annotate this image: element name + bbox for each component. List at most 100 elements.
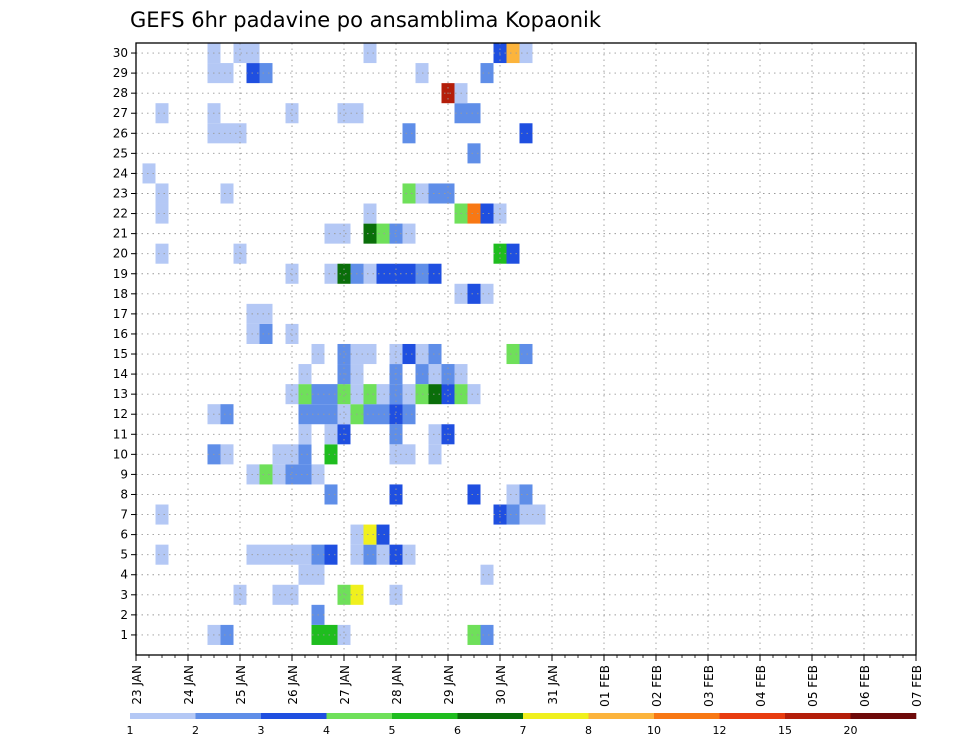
heatmap-cell (480, 203, 494, 224)
heatmap-cell (324, 444, 338, 465)
heatmap-cell (298, 444, 312, 465)
heatmap-cell (428, 444, 442, 465)
x-tick-label: 23 JAN (130, 665, 144, 705)
x-tick-label: 31 JAN (546, 665, 560, 705)
heatmap-cell (402, 183, 416, 204)
y-tick-label: 17 (113, 307, 128, 321)
heatmap-cell (363, 524, 377, 545)
y-tick-label: 11 (113, 427, 128, 441)
heatmap-cell (324, 484, 338, 505)
colorbar-segment (785, 713, 851, 719)
heatmap-cell (506, 343, 520, 365)
heatmap-cell (402, 223, 416, 244)
x-tick-label: 03 FEB (702, 665, 716, 707)
y-tick-label: 13 (113, 387, 128, 401)
heatmap-cell (155, 504, 169, 525)
heatmap-cell (298, 364, 312, 385)
heatmap-cell (428, 263, 442, 284)
heatmap-cell (337, 624, 351, 645)
heatmap-cell (298, 464, 312, 485)
heatmap-cell (519, 484, 533, 505)
colorbar-label: 8 (585, 724, 592, 737)
heatmap-cell (402, 544, 416, 565)
heatmap-cell (519, 123, 533, 144)
heatmap-cell (324, 424, 338, 445)
heatmap-cell (155, 544, 169, 565)
y-tick-label: 18 (113, 287, 128, 301)
x-tick-label: 05 FEB (806, 665, 820, 707)
y-axis: 1234567891011121314151617181920212223242… (113, 46, 136, 642)
heatmap-cell (363, 343, 377, 365)
heatmap-cell (285, 103, 299, 124)
heatmap-cell (324, 223, 338, 244)
heatmap-cell (298, 384, 312, 405)
heatmap-cell (285, 464, 299, 485)
heatmap-cell (220, 63, 234, 84)
x-tick-label: 26 JAN (286, 665, 300, 705)
heatmap-cell (298, 544, 312, 565)
heatmap-cell (259, 544, 273, 565)
heatmap-cell (285, 263, 299, 284)
heatmap-cell (519, 43, 533, 64)
heatmap-cell (428, 384, 442, 405)
x-tick-label: 04 FEB (754, 665, 768, 707)
colorbar-label: 2 (192, 724, 199, 737)
colorbar-segment (523, 713, 589, 719)
heatmap-cell (376, 544, 390, 565)
heatmap-cell (506, 504, 520, 525)
y-tick-label: 1 (120, 628, 128, 642)
colorbar-label: 4 (323, 724, 330, 737)
heatmap-cell (467, 624, 481, 645)
y-tick-label: 16 (113, 327, 128, 341)
heatmap-cell (376, 263, 390, 284)
y-tick-label: 10 (113, 447, 128, 461)
y-tick-label: 20 (113, 247, 128, 261)
heatmap-cell (428, 364, 442, 385)
x-tick-label: 29 JAN (442, 665, 456, 705)
heatmap-cell (519, 343, 533, 365)
heatmap-cell (337, 404, 351, 425)
y-tick-label: 6 (120, 528, 128, 542)
heatmap-cell (402, 444, 416, 465)
x-tick-label: 01 FEB (598, 665, 612, 707)
heatmap-cell (441, 183, 455, 204)
heatmap-cell (285, 444, 299, 465)
x-tick-label: 02 FEB (650, 665, 664, 707)
colorbar-label: 7 (520, 724, 527, 737)
x-tick-label: 28 JAN (390, 665, 404, 705)
heatmap-cell (233, 123, 247, 144)
heatmap-cell (376, 223, 390, 244)
y-tick-label: 22 (113, 207, 128, 221)
heatmap-cell (428, 424, 442, 445)
heatmap-cell (480, 564, 494, 585)
y-tick-label: 7 (120, 508, 128, 522)
heatmap-cell (467, 484, 481, 505)
colorbar-label: 1 (127, 724, 134, 737)
heatmap-cell (428, 183, 442, 204)
heatmap-cell (324, 624, 338, 645)
y-tick-label: 29 (113, 66, 128, 80)
heatmap-cell (376, 404, 390, 425)
heatmap-cell (233, 243, 247, 264)
heatmap-cell (220, 444, 234, 465)
colorbar-segment (326, 713, 393, 719)
heatmap-cell (233, 43, 247, 64)
colorbar: 1 2 3 4 5 6 7 8 10 12 15 20 (127, 713, 917, 737)
heatmap-cell (402, 263, 416, 284)
heatmap-cell (259, 464, 273, 485)
colorbar-segment (195, 713, 262, 719)
x-tick-label: 27 JAN (338, 665, 352, 705)
heatmap-cell (285, 323, 299, 344)
heatmap-cell (259, 63, 273, 84)
heatmap-cell (259, 323, 273, 344)
heatmap-cell (298, 404, 312, 425)
heatmap-cell (467, 143, 481, 164)
x-tick-label: 30 JAN (494, 665, 508, 705)
heatmap-cell (506, 484, 520, 505)
colorbar-segment (130, 713, 196, 719)
y-tick-label: 24 (113, 166, 128, 180)
y-tick-label: 5 (120, 548, 128, 562)
colorbar-segment (719, 713, 786, 719)
y-tick-label: 19 (113, 267, 128, 281)
heatmap-cell (285, 584, 299, 605)
